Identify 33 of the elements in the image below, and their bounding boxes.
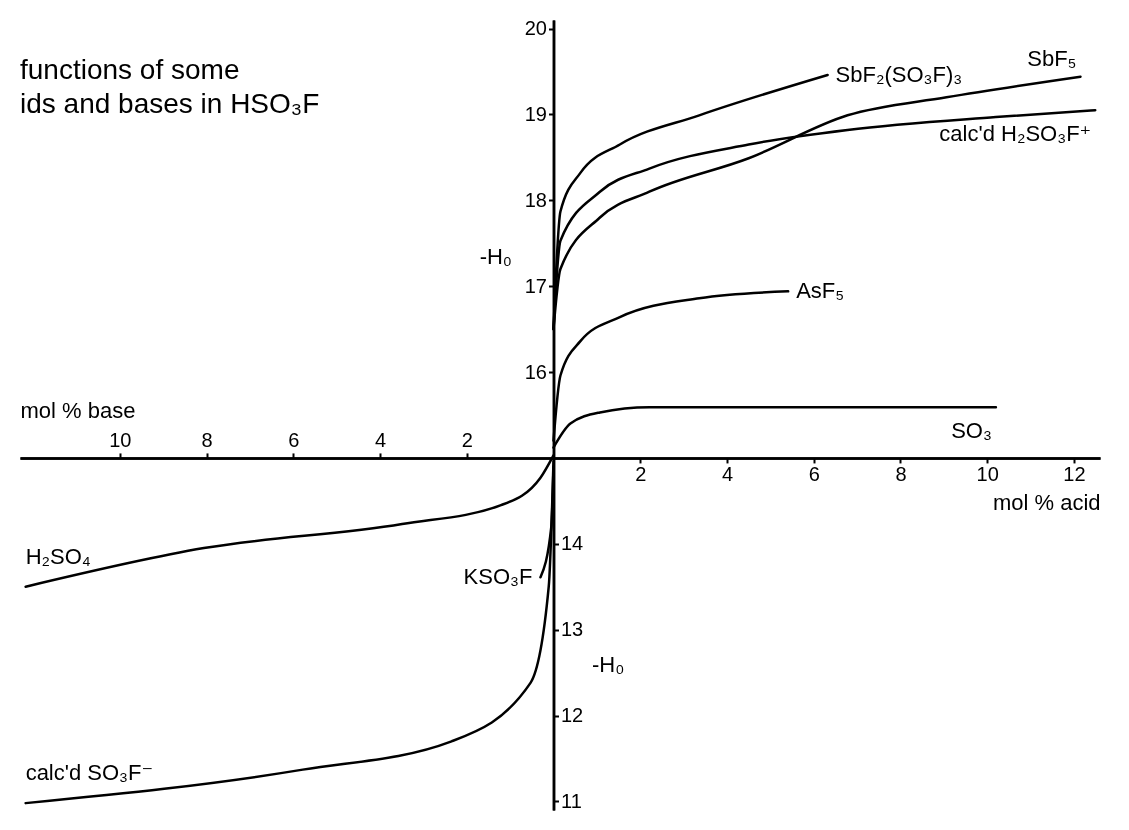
x-tick-label: 8 — [895, 463, 907, 486]
y2-tick-label: 13 — [560, 618, 584, 641]
y2-tick-label: 12 — [560, 704, 584, 727]
series-label: SbF₂(SO₃F)₃ — [835, 61, 963, 87]
x-tick-label: 12 — [1063, 463, 1086, 486]
x2-tick-label: 10 — [109, 429, 132, 452]
y-tick-label: 16 — [524, 360, 547, 383]
series-label: calc'd H₂SO₃F⁺ — [939, 121, 1092, 147]
text: functions of some ids and bases in HSO₃F — [20, 53, 320, 119]
y-tick-label: 18 — [524, 188, 547, 211]
series-label: AsF₅ — [796, 278, 845, 304]
y-tick-label: 20 — [524, 17, 547, 40]
y-tick-label: 19 — [524, 102, 547, 125]
series-label: calc'd SO₃F⁻ — [25, 760, 154, 786]
series-label: SO₃ — [951, 418, 992, 444]
x-axis-title: mol % acid — [992, 490, 1101, 516]
x2-axis-title: mol % base — [20, 398, 136, 424]
x2-tick-label: 8 — [201, 429, 213, 452]
series-label: H₂SO₄ — [25, 543, 91, 569]
series-label: SbF₅ — [1027, 45, 1077, 71]
y2-tick-label: 14 — [560, 532, 584, 555]
x-tick-label: 4 — [721, 463, 734, 486]
y-tick-label: 17 — [524, 274, 547, 297]
x2-tick-label: 6 — [288, 429, 300, 452]
x-tick-label: 6 — [808, 463, 820, 486]
x-tick-label: 10 — [976, 463, 999, 486]
x-tick-label: 2 — [635, 463, 647, 486]
y-axis-title: -H₀ — [479, 243, 512, 269]
series-label: KSO₃F — [463, 564, 533, 590]
x2-tick-label: 2 — [461, 429, 473, 452]
y2-tick-label: 11 — [560, 789, 582, 812]
y2-axis-title: -H₀ — [591, 651, 625, 677]
x2-tick-label: 4 — [374, 429, 387, 452]
